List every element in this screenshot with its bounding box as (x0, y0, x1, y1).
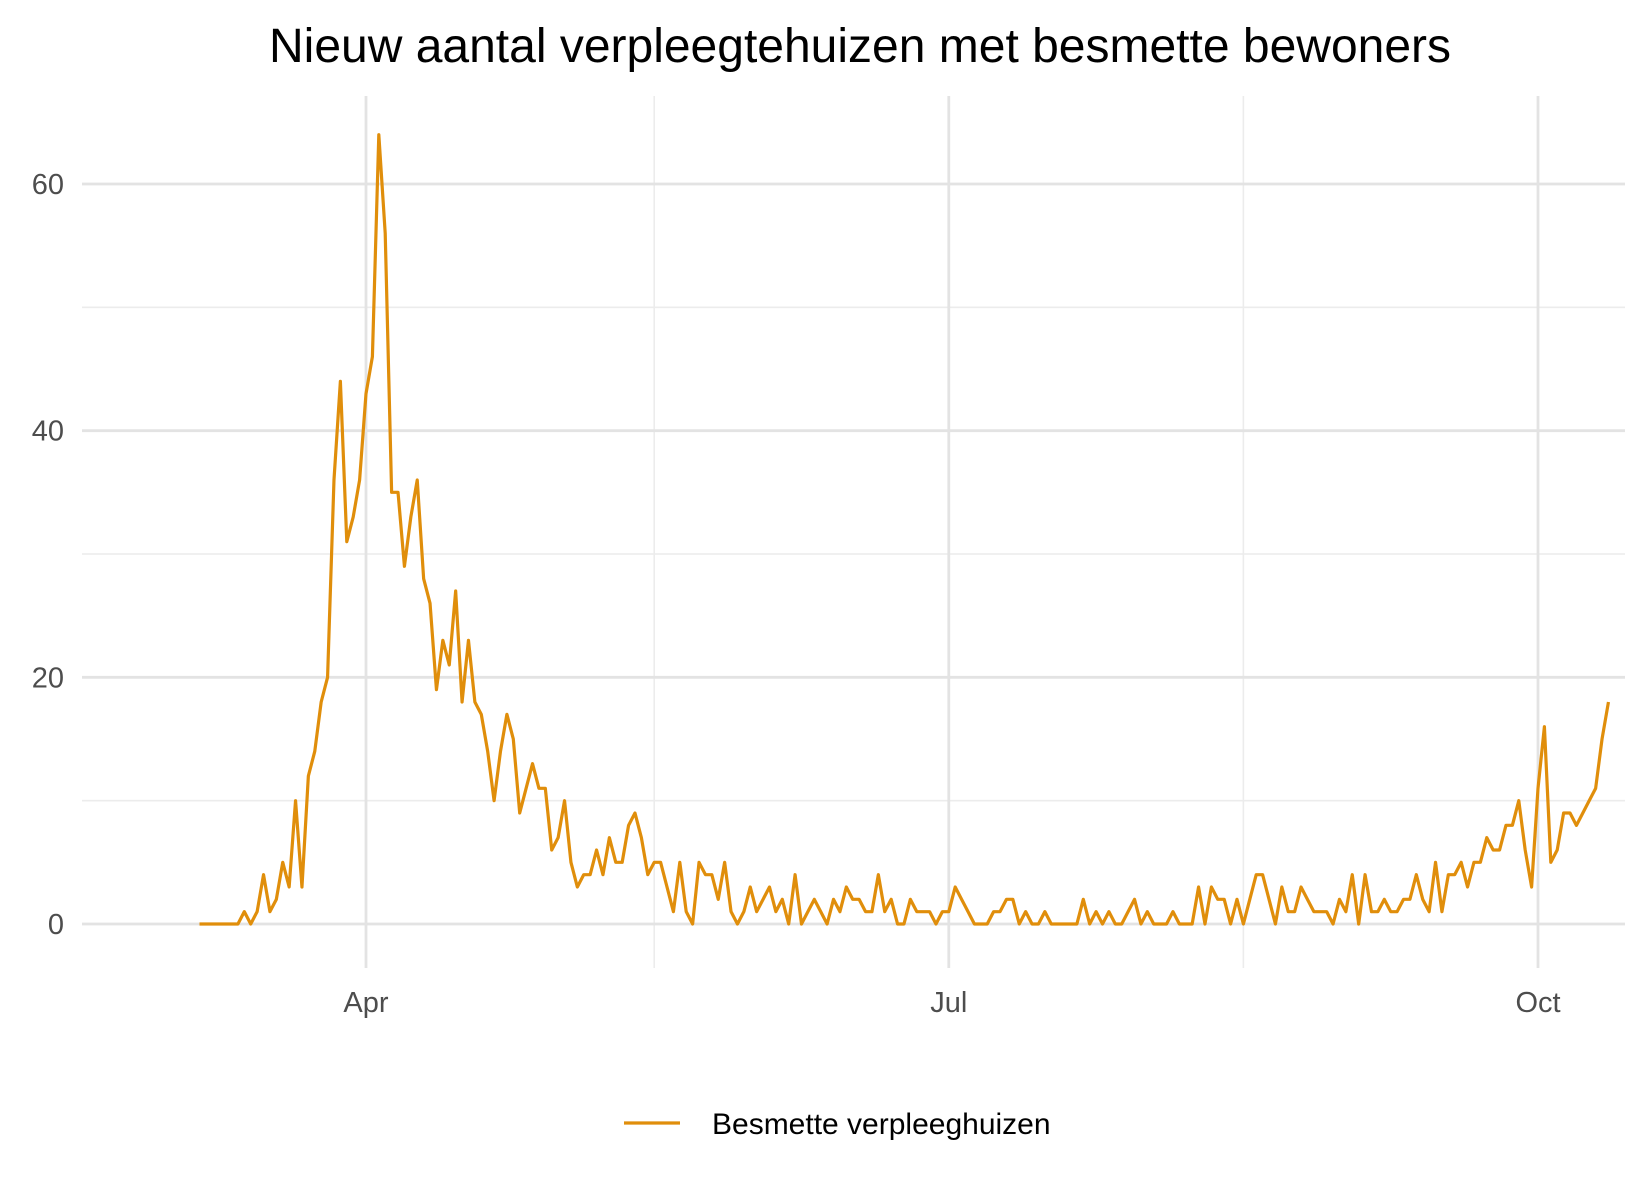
x-axis-tick-labels: Apr Jul Oct (343, 987, 1560, 1019)
series-line-besmette-verpleeghuizen (199, 133, 1611, 926)
major-gridlines (82, 96, 1625, 968)
x-tick-label: Oct (1515, 987, 1560, 1019)
legend: Besmette verpleeghuizen (624, 1108, 1051, 1141)
y-tick-label: 20 (32, 662, 64, 694)
legend-label-besmette-verpleeghuizen: Besmette verpleeghuizen (712, 1108, 1051, 1141)
y-tick-label: 40 (32, 416, 64, 448)
x-tick-label: Apr (343, 987, 388, 1019)
chart-title: Nieuw aantal verpleegtehuizen met besmet… (269, 20, 1451, 73)
y-tick-label: 0 (48, 909, 64, 941)
minor-gridlines (82, 96, 1625, 968)
y-axis-tick-labels: 0 20 40 60 (32, 169, 64, 941)
x-tick-label: Jul (930, 987, 967, 1019)
y-tick-label: 60 (32, 169, 64, 201)
